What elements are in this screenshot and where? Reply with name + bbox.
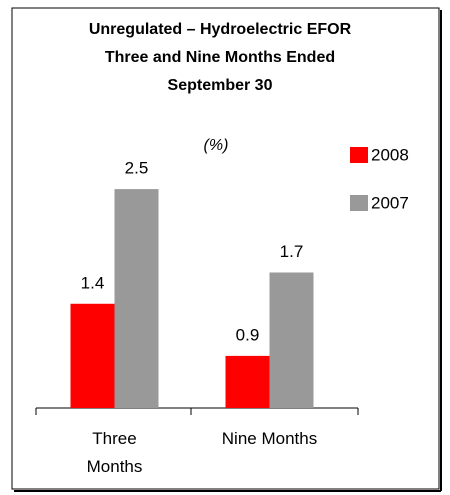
data-label: 1.4 — [81, 273, 105, 292]
bar — [269, 272, 314, 408]
legend-label: 2007 — [371, 193, 409, 212]
chart-title: Unregulated – Hydroelectric EFOR — [89, 21, 352, 38]
x-tick-label: Three Months — [86, 429, 143, 476]
chart-title: Three and Nine Months Ended — [105, 49, 335, 66]
legend-label: 2008 — [371, 145, 409, 164]
chart-subtitle: (%) — [204, 137, 229, 154]
frame — [11, 7, 440, 490]
bar — [225, 355, 270, 408]
x-tick-label: Nine Months — [221, 429, 318, 448]
data-label: 1.7 — [280, 242, 304, 261]
data-label: 2.5 — [125, 159, 149, 178]
legend-swatch — [350, 147, 368, 163]
chart-title: September 30 — [168, 77, 273, 94]
data-label: 0.9 — [236, 325, 260, 344]
bar — [114, 189, 159, 408]
legend-swatch — [350, 195, 368, 211]
bar — [70, 303, 115, 408]
